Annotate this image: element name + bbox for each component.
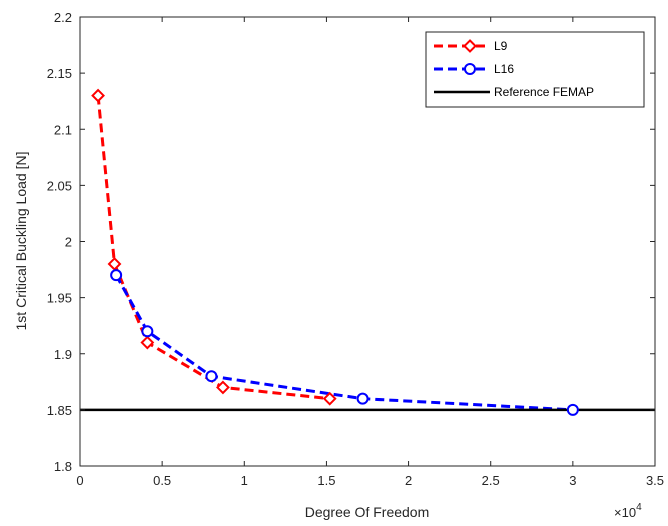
x-tick-label: 3 xyxy=(569,473,576,488)
y-tick-label: 1.9 xyxy=(54,347,72,362)
y-tick-label: 1.85 xyxy=(47,403,72,418)
x-tick-label: 0 xyxy=(76,473,83,488)
x-tick-label: 0.5 xyxy=(153,473,171,488)
y-tick-label: 2.2 xyxy=(54,10,72,25)
legend: L9 L16 Reference FEMAP xyxy=(425,31,645,108)
data-point-l16 xyxy=(141,325,154,338)
x-axis-label: Degree Of Freedom xyxy=(305,504,430,520)
data-point-l9 xyxy=(216,380,230,395)
x-tick-label: 2.5 xyxy=(482,473,500,488)
data-point-l9 xyxy=(322,391,337,406)
legend-label-l16: L16 xyxy=(494,62,514,76)
data-point-l16 xyxy=(205,370,218,383)
y-tick-label: 2.1 xyxy=(54,122,72,137)
x-tick-label: 1.5 xyxy=(317,473,335,488)
legend-label-reference-femap: Reference FEMAP xyxy=(494,85,594,99)
x-tick-label: 2 xyxy=(405,473,412,488)
data-point-l16 xyxy=(110,269,123,282)
data-point-l9 xyxy=(91,88,105,103)
data-point-l16 xyxy=(566,403,579,416)
legend-marker-l16 xyxy=(464,63,476,75)
legend-label-l9: L9 xyxy=(494,39,508,53)
x-multiplier-base: ×10 xyxy=(614,505,636,520)
y-axis-label: 1st Critical Buckling Load [N] xyxy=(13,152,29,331)
y-tick-label: 2 xyxy=(65,235,72,250)
x-multiplier-label: ×104 xyxy=(614,502,642,520)
data-point-l9 xyxy=(140,335,155,350)
x-multiplier-exponent: 4 xyxy=(636,502,642,513)
data-point-l16 xyxy=(356,392,369,405)
y-tick-label: 2.15 xyxy=(47,66,72,81)
x-tick-label: 1 xyxy=(241,473,248,488)
x-tick-label: 3.5 xyxy=(646,473,664,488)
y-tick-label: 1.95 xyxy=(47,291,72,306)
legend-marker-l9 xyxy=(463,39,477,53)
y-tick-label: 2.05 xyxy=(47,178,72,193)
y-tick-label: 1.8 xyxy=(54,459,72,474)
